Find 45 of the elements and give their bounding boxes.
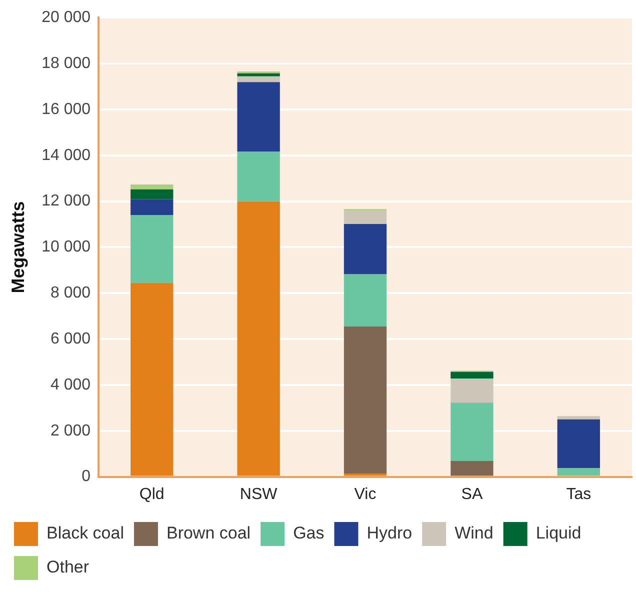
y-tick-label: 14 000 [42, 146, 91, 164]
bar [450, 378, 494, 403]
bar [344, 274, 387, 326]
bar [237, 151, 280, 202]
y-tick-label: 10 000 [42, 238, 91, 256]
bar [237, 201, 280, 476]
bar [237, 73, 280, 76]
bar [450, 372, 494, 379]
legend-label: Brown coal [166, 524, 251, 543]
bar [237, 76, 280, 82]
bar [344, 224, 387, 274]
bar [557, 416, 600, 420]
bar [237, 82, 280, 152]
bar [130, 215, 174, 283]
y-tick-label: 4 000 [50, 376, 91, 394]
legend-label: Other [46, 558, 90, 577]
x-tick-label: NSW [240, 486, 278, 503]
bar [450, 460, 494, 476]
y-axis-title: Megawatts [8, 201, 28, 294]
y-tick-label: 18 000 [42, 54, 91, 72]
legend-label: Wind [454, 524, 494, 543]
y-tick-label: 2 000 [50, 422, 91, 440]
legend-label: Liquid [536, 524, 582, 543]
bar [557, 468, 600, 476]
y-tick-label: 20 000 [42, 9, 91, 26]
x-tick-label: Tas [566, 486, 592, 503]
bar [557, 419, 600, 468]
y-tick-label: 0 [82, 468, 91, 486]
bar [130, 199, 174, 216]
y-tick-label: 16 000 [42, 100, 91, 118]
bar [344, 210, 387, 224]
bar [130, 184, 174, 190]
x-tick-label: Vic [354, 486, 376, 503]
x-tick-label: SA [461, 486, 483, 503]
legend-label: Black coal [46, 524, 124, 543]
legend-label: Hydro [366, 524, 412, 543]
x-tick-label: Qld [139, 486, 164, 503]
legend-label: Gas [293, 524, 324, 543]
bar [450, 402, 494, 461]
y-tick-label: 6 000 [50, 330, 91, 348]
y-tick-label: 12 000 [42, 192, 91, 210]
bar [344, 326, 387, 474]
bar [130, 282, 174, 476]
y-tick-label: 8 000 [50, 284, 91, 302]
bar [130, 189, 174, 200]
